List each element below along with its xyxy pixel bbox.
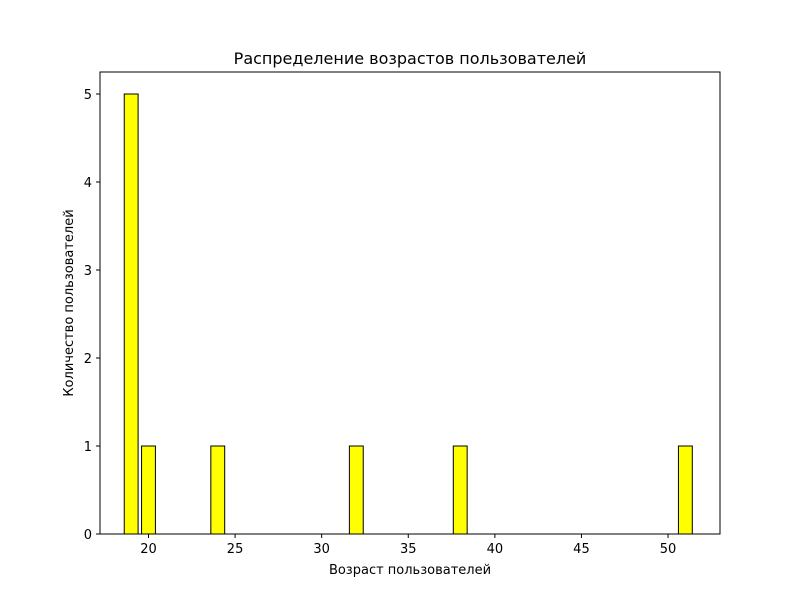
histogram-bar-0 [123, 93, 139, 535]
x-axis-label: Возраст пользователей [329, 563, 491, 578]
x-tick-label-35: 35 [400, 542, 417, 557]
plot-frame [99, 71, 721, 535]
histogram-bar-4 [452, 445, 468, 535]
x-tick-label-45: 45 [573, 542, 590, 557]
y-tick-label-1: 1 [84, 440, 92, 455]
y-tick-label-2: 2 [84, 352, 92, 367]
y-tick-label-0: 0 [84, 528, 92, 543]
y-axis-label: Количество пользователей [62, 209, 77, 396]
x-tick-label-40: 40 [487, 542, 504, 557]
histogram-bar-5 [677, 445, 693, 535]
chart-title: Распределение возрастов пользователей [234, 49, 587, 68]
y-tick-label-3: 3 [84, 264, 92, 279]
histogram-bar-2 [210, 445, 226, 535]
x-tick-label-25: 25 [227, 542, 244, 557]
y-tick-label-5: 5 [84, 88, 92, 103]
histogram-bar-3 [348, 445, 364, 535]
x-tick-label-30: 30 [313, 542, 330, 557]
x-tick-label-20: 20 [140, 542, 157, 557]
x-tick-label-50: 50 [660, 542, 677, 557]
histogram-bar-1 [141, 445, 156, 535]
y-tick-label-4: 4 [84, 176, 92, 191]
